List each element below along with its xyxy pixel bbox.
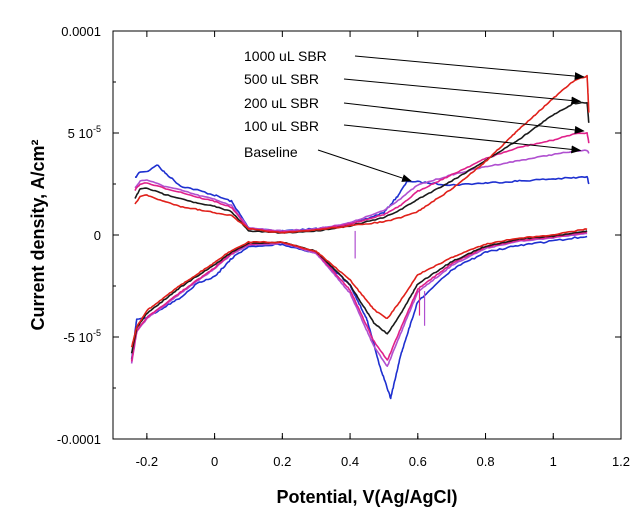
annotation-layer: [354, 230, 426, 326]
x-tick-label: 0.2: [273, 454, 291, 469]
x-tick-label: 0.4: [341, 454, 359, 469]
legend-annotations: 1000 uL SBR 500 uL SBR 200 uL SBR 100 uL SB…: [244, 48, 585, 182]
y-tick-label: 5 10-5: [68, 124, 101, 141]
series-line-2-anodic: [134, 132, 590, 233]
series-line-2-cathodic: [130, 231, 588, 362]
x-tick-label: -0.2: [136, 454, 158, 469]
legend-label-3: 100 uL SBR: [244, 118, 319, 134]
x-tick-label: 1: [550, 454, 557, 469]
series-line-1-anodic: [134, 101, 590, 234]
legend-label-1: 500 uL SBR: [244, 71, 319, 87]
legend-arrow-3: [343, 124, 582, 154]
x-axis-title: Potential, V(Ag/AgCl): [277, 487, 458, 507]
legend-arrow-2: [343, 102, 585, 134]
y-tick-label: 0.0001: [61, 24, 101, 39]
y-tick-label: 0: [94, 228, 101, 243]
series-line-1-cathodic: [130, 230, 588, 354]
x-tick-label: 0: [211, 454, 218, 469]
legend-arrow-0: [354, 55, 585, 81]
legend-arrow-4: [317, 149, 412, 182]
y-tick-label: -0.0001: [57, 432, 101, 447]
series-layer: [130, 74, 590, 400]
series-line-3-anodic: [134, 149, 590, 232]
x-tick-label: 0.6: [409, 454, 427, 469]
x-tick-label: 1.2: [612, 454, 630, 469]
y-tick-label: -5 10-5: [63, 328, 101, 345]
y-axis-title: Current density, A/cm²: [28, 139, 48, 330]
legend-arrow-1: [343, 78, 582, 105]
axis-ticks: -0.2 0 0.2 0.4 0.6 0.8 1 1.2 -0.0001 -5 10-5 0 5 10…: [57, 24, 630, 469]
legend-label-0: 1000 uL SBR: [244, 48, 327, 64]
x-tick-label: 0.8: [476, 454, 494, 469]
series-line-0-anodic: [134, 74, 590, 234]
legend-label-4: Baseline: [244, 144, 298, 160]
legend-label-2: 200 uL SBR: [244, 95, 319, 111]
series-line-0-cathodic: [130, 228, 588, 348]
